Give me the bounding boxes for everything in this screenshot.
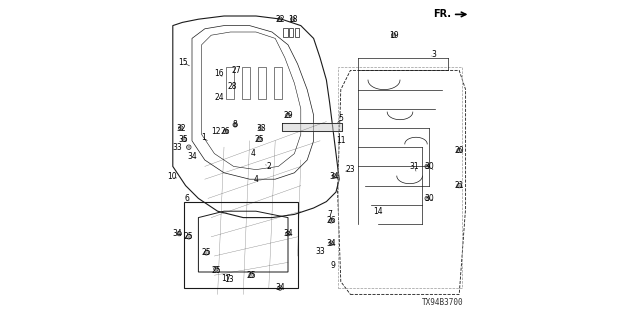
Text: 34: 34 bbox=[275, 284, 285, 292]
Text: 25: 25 bbox=[202, 248, 211, 257]
Text: 1: 1 bbox=[201, 133, 205, 142]
Text: 14: 14 bbox=[372, 207, 383, 216]
Text: 13: 13 bbox=[224, 276, 234, 284]
Text: 11: 11 bbox=[336, 136, 346, 145]
Text: 10: 10 bbox=[167, 172, 177, 180]
Text: 19: 19 bbox=[388, 31, 399, 40]
Text: 6: 6 bbox=[185, 194, 189, 203]
Text: 30: 30 bbox=[424, 194, 434, 203]
Text: 34: 34 bbox=[283, 229, 293, 238]
Text: 28: 28 bbox=[227, 82, 237, 91]
Text: 18: 18 bbox=[288, 15, 298, 24]
Text: 34: 34 bbox=[330, 172, 339, 180]
Text: 35: 35 bbox=[178, 135, 188, 144]
Text: 24: 24 bbox=[214, 93, 224, 102]
Bar bbox=[226, 67, 234, 99]
Text: 5: 5 bbox=[339, 114, 343, 123]
Bar bbox=[258, 67, 266, 99]
Text: 3: 3 bbox=[431, 50, 436, 59]
Text: 33: 33 bbox=[256, 124, 266, 132]
Bar bbox=[242, 67, 250, 99]
Text: 20: 20 bbox=[454, 146, 464, 155]
Text: 34: 34 bbox=[187, 152, 197, 161]
Bar bbox=[295, 28, 300, 37]
Polygon shape bbox=[282, 123, 342, 131]
Bar bbox=[283, 28, 288, 37]
Text: 29: 29 bbox=[283, 111, 293, 120]
Text: 21: 21 bbox=[454, 181, 464, 190]
Text: 32: 32 bbox=[176, 124, 186, 132]
Text: TX94B3700: TX94B3700 bbox=[422, 298, 464, 307]
Text: 25: 25 bbox=[211, 266, 221, 275]
Text: 4: 4 bbox=[250, 149, 255, 158]
Bar bbox=[289, 28, 294, 37]
Text: 25: 25 bbox=[246, 271, 256, 280]
Text: 25: 25 bbox=[254, 135, 264, 144]
Text: 34: 34 bbox=[326, 239, 336, 248]
Text: FR.: FR. bbox=[433, 9, 451, 20]
Text: 31: 31 bbox=[410, 162, 419, 171]
Text: 34: 34 bbox=[173, 229, 182, 238]
Text: 9: 9 bbox=[330, 261, 335, 270]
Text: 4: 4 bbox=[253, 175, 259, 184]
Text: 26: 26 bbox=[326, 216, 336, 225]
Text: 16: 16 bbox=[214, 69, 224, 78]
Bar bbox=[274, 67, 282, 99]
Text: 33: 33 bbox=[315, 247, 325, 256]
Text: 33: 33 bbox=[173, 143, 182, 152]
Text: 12: 12 bbox=[211, 127, 221, 136]
Text: 8: 8 bbox=[233, 120, 237, 129]
Text: 26: 26 bbox=[221, 127, 230, 136]
Text: 15: 15 bbox=[178, 58, 188, 67]
Text: 25: 25 bbox=[184, 232, 194, 241]
Text: 7: 7 bbox=[327, 210, 332, 219]
Text: 17: 17 bbox=[221, 274, 230, 283]
Text: 30: 30 bbox=[424, 162, 434, 171]
Text: 27: 27 bbox=[232, 66, 242, 75]
Text: 23: 23 bbox=[346, 165, 355, 174]
Text: 22: 22 bbox=[275, 15, 285, 24]
Text: 2: 2 bbox=[266, 162, 271, 171]
